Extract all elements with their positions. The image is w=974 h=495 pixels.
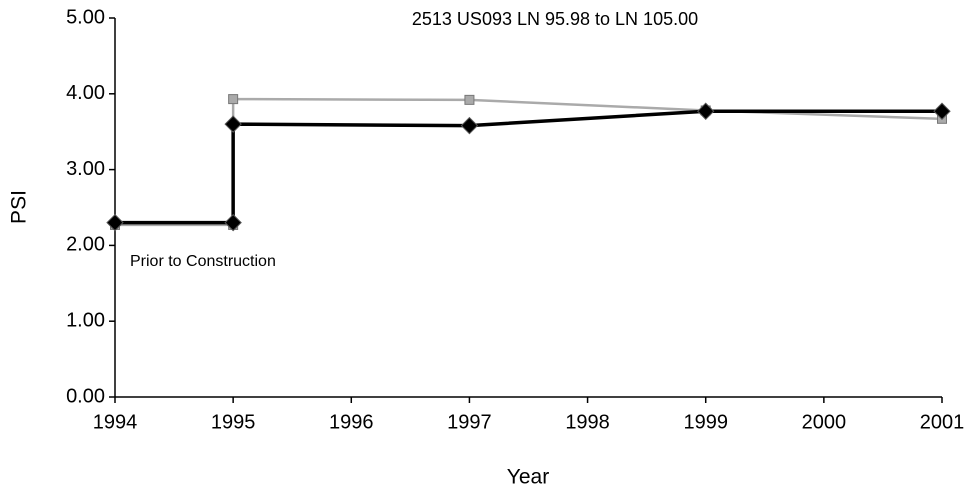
marker: [106, 213, 124, 232]
x-tick-label: 1994: [93, 411, 138, 433]
x-tick-label: 1997: [447, 411, 492, 433]
y-tick-label: 5.00: [66, 6, 105, 28]
series-line: [115, 97, 943, 227]
y-axis-label: PSI: [8, 190, 31, 224]
x-tick-label: 1998: [565, 411, 610, 433]
x-tick-label: 2000: [802, 411, 847, 433]
marker: [224, 115, 242, 133]
marker: [460, 116, 479, 135]
x-tick-label: 1995: [211, 411, 256, 433]
marker: [933, 102, 951, 120]
series-line: [115, 109, 942, 225]
y-tick-label: 4.00: [66, 82, 105, 104]
x-tick-label: 1999: [683, 411, 728, 433]
y-tick-label: 0.00: [66, 385, 105, 407]
marker: [697, 102, 715, 120]
x-tick-label: 2001: [920, 411, 965, 433]
marker: [224, 213, 242, 232]
marker: [464, 94, 475, 105]
y-tick-label: 1.00: [66, 309, 105, 331]
annotation: Prior to Construction: [130, 253, 276, 270]
y-tick-label: 2.00: [66, 234, 105, 256]
x-tick-label: 1996: [329, 411, 374, 433]
marker: [228, 94, 239, 105]
x-axis-label: Year: [507, 466, 549, 489]
chart-title: 2513 US093 LN 95.98 to LN 105.00: [412, 9, 698, 29]
y-tick-label: 3.00: [66, 158, 105, 180]
